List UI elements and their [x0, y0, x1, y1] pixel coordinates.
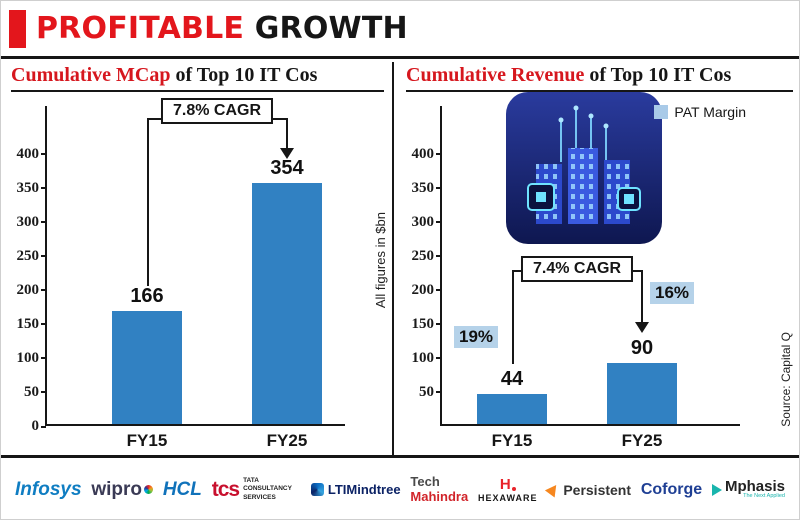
x-category-label: FY15 — [491, 431, 533, 450]
bar-fy25: 354 FY25 — [252, 156, 322, 450]
bar-fy15: 44 FY15 — [477, 368, 547, 450]
page-title: PROFITABLE GROWTH — [36, 11, 408, 46]
bar-value-label: 354 — [270, 156, 304, 179]
pat-margin-legend: PAT Margin — [654, 104, 746, 120]
y-tick-label: 350 — [396, 180, 441, 197]
hexaware-wordmark: HEXAWARE — [478, 492, 538, 503]
y-tick-label: 150 — [396, 316, 441, 333]
y-tick-label: 200 — [396, 282, 441, 299]
revenue-cagr-callout: 7.4% CAGR — [520, 256, 634, 282]
legend-label: PAT Margin — [674, 104, 746, 120]
logo-coforge: Coforge — [641, 481, 702, 499]
persistent-mark-icon — [545, 481, 562, 498]
logo-tcs: tcs TATA CONSULTANCY SERVICES — [212, 477, 301, 501]
bar-rect — [607, 362, 677, 424]
ltimindtree-icon — [310, 483, 324, 496]
persistent-wordmark: Persistent — [563, 481, 632, 498]
coforge-wordmark: Coforge — [640, 480, 703, 498]
y-tick-label: 400 — [1, 146, 46, 163]
revenue-heading-red: Cumulative Revenue — [406, 64, 585, 86]
y-tick-label: 250 — [1, 248, 46, 265]
tech-city-illustration — [506, 92, 662, 244]
mphasis-wordmark: Mphasis — [724, 478, 785, 496]
x-category-label: FY25 — [621, 431, 663, 450]
revenue-panel: Cumulative Revenue of Top 10 IT Cos 50 10… — [396, 62, 799, 455]
logo-infosys: Infosys — [15, 479, 82, 501]
company-logos-strip: Infosys wipro HCL tcs TATA CONSULTANCY SE… — [1, 455, 799, 519]
bar-value-label: 44 — [500, 368, 524, 391]
tcs-subtext: TATA CONSULTANCY SERVICES — [243, 477, 292, 501]
logo-mphasis: Mphasis The Next Applied — [711, 478, 785, 500]
revenue-arrow-line — [641, 270, 643, 324]
mcap-chart: 0 50 100 150 200 250 300 350 400 7.8% CAGR 166 FY… — [5, 98, 390, 455]
mcap-y-axis: 0 50 100 150 200 250 300 350 400 — [5, 106, 46, 434]
page-title-black: GROWTH — [244, 11, 408, 46]
revenue-chart: 50 100 150 200 250 300 350 400 — [400, 92, 799, 455]
y-tick-label: 100 — [396, 350, 441, 367]
header: PROFITABLE GROWTH — [1, 1, 799, 59]
bar-rect — [112, 310, 182, 424]
y-tick-label: 50 — [1, 384, 46, 401]
units-note: All figures in $bn — [373, 212, 388, 309]
tech-mahindra-top-word: Tech — [410, 473, 440, 489]
mcap-bracket-vertical — [147, 118, 149, 286]
logo-wipro: wipro — [91, 478, 154, 501]
bar-rect — [477, 394, 547, 424]
tcs-wordmark: tcs — [211, 477, 240, 501]
mcap-arrow-line — [286, 118, 288, 150]
logo-tech-mahindra: Tech Mahindra — [410, 473, 469, 505]
bar-fy25: 90 FY25 — [607, 336, 677, 450]
pat-margin-fy15-badge: 19% — [454, 326, 499, 348]
y-tick-label: 200 — [1, 282, 46, 299]
mcap-heading: Cumulative MCap of Top 10 IT Cos — [11, 64, 384, 92]
wipro-dot-icon — [144, 485, 154, 494]
y-tick-label: 50 — [396, 384, 441, 401]
bar-fy15: 166 FY15 — [112, 284, 182, 450]
y-tick-label: 150 — [1, 316, 46, 333]
hexaware-mark-icon: H — [500, 476, 516, 493]
bar-value-label: 166 — [130, 284, 164, 307]
logo-ltimindtree: LTIMindtree — [310, 482, 401, 497]
x-category-label: FY15 — [126, 431, 168, 450]
logo-hexaware: H HEXAWARE — [478, 476, 538, 504]
hcl-wordmark: HCL — [162, 478, 202, 500]
revenue-plot-area: PAT Margin 7.4% CAGR 19% 16% 44 FY15 90 FY2… — [440, 92, 746, 450]
bar-value-label: 90 — [630, 336, 654, 359]
y-tick-label: 300 — [396, 214, 441, 231]
y-tick-label: 400 — [396, 146, 441, 163]
mcap-cagr-callout: 7.8% CAGR — [160, 98, 274, 124]
mphasis-tagline: The Next Applied — [743, 493, 785, 500]
y-tick-label: 300 — [1, 214, 46, 231]
source-credit: Source: Capital Q — [779, 332, 793, 427]
legend-swatch-icon — [654, 105, 669, 119]
logo-persistent: Persistent — [545, 481, 632, 498]
mcap-heading-black: of Top 10 IT Cos — [170, 64, 318, 86]
pat-margin-fy25-badge: 16% — [650, 282, 695, 304]
y-tick-label: 100 — [1, 350, 46, 367]
revenue-bracket-vertical — [512, 270, 514, 364]
revenue-heading-black: of Top 10 IT Cos — [584, 64, 732, 86]
x-category-label: FY25 — [266, 431, 308, 450]
mphasis-mark-icon — [711, 483, 722, 496]
wipro-wordmark: wipro — [91, 478, 143, 500]
y-tick-label: 350 — [1, 180, 46, 197]
y-tick-label: 250 — [396, 248, 441, 265]
ltimindtree-wordmark: LTIMindtree — [327, 482, 401, 497]
mcap-arrow-head-icon — [280, 148, 294, 159]
infosys-wordmark: Infosys — [15, 478, 82, 500]
mcap-panel: Cumulative MCap of Top 10 IT Cos 0 50 100 1… — [1, 62, 394, 455]
revenue-arrow-head-icon — [635, 322, 649, 333]
revenue-heading: Cumulative Revenue of Top 10 IT Cos — [406, 64, 793, 92]
y-tick-label: 0 — [1, 418, 46, 435]
revenue-y-axis: 50 100 150 200 250 300 350 400 — [400, 106, 441, 426]
page-title-red: PROFITABLE — [36, 11, 245, 46]
logo-hcl: HCL — [163, 479, 202, 501]
mcap-heading-red: Cumulative MCap — [11, 64, 171, 86]
tech-mahindra-bottom-word: Mahindra — [410, 488, 469, 504]
mcap-plot-area: 7.8% CAGR 166 FY15 354 FY25 — [45, 98, 345, 450]
title-accent-block — [9, 9, 26, 48]
bar-rect — [252, 182, 322, 424]
